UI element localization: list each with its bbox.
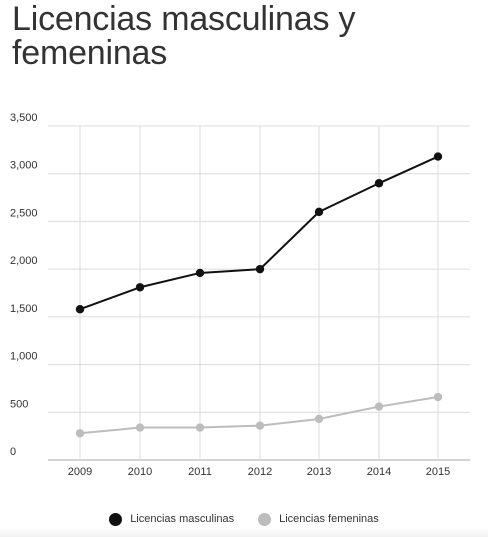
legend-label: Licencias femeninas [279, 513, 379, 525]
data-point [255, 264, 265, 274]
data-point [374, 179, 384, 188]
grid-lines [48, 125, 470, 461]
series-layer [75, 152, 443, 438]
data-point [433, 152, 443, 161]
data-point [433, 392, 443, 402]
data-point [135, 423, 145, 432]
y-tick-label: 0 [10, 446, 16, 458]
bottom-fade [0, 527, 488, 537]
data-point [135, 283, 145, 292]
x-tick-label: 2015 [426, 466, 450, 478]
y-tick-label: 1,000 [10, 351, 38, 363]
x-tick-label: 2010 [128, 466, 152, 478]
x-tick-label: 2014 [367, 466, 391, 478]
x-tick-label: 2013 [307, 466, 331, 478]
legend-item-masculinas: Licencias masculinas [109, 512, 235, 526]
data-point [314, 414, 324, 424]
x-axis-ticks: 2009 2010 2011 2012 2013 2014 2015 [68, 466, 450, 478]
data-point [255, 421, 265, 430]
y-tick-label: 500 [10, 398, 28, 410]
x-tick-label: 2011 [188, 466, 212, 478]
y-axis-ticks: 0 500 1,000 1,500 2,000 2,500 3,000 3,500 [10, 112, 38, 458]
series-line [79, 155, 439, 311]
data-point [195, 423, 205, 432]
legend-item-femeninas: Licencias femeninas [258, 512, 379, 526]
y-tick-label: 3,500 [10, 112, 38, 124]
y-tick-label: 2,000 [10, 255, 38, 267]
data-point [195, 268, 205, 278]
chart-title: Licencias masculinas y femeninas [12, 0, 356, 72]
legend-dot-icon [258, 512, 272, 526]
data-point [75, 429, 85, 438]
data-point [314, 207, 324, 217]
x-tick-label: 2012 [248, 466, 272, 478]
legend-dot-icon [109, 512, 123, 526]
y-tick-label: 2,500 [10, 207, 38, 219]
y-tick-label: 3,000 [10, 160, 38, 172]
x-tick-label: 2009 [68, 466, 92, 478]
data-point [75, 305, 85, 314]
legend-label: Licencias masculinas [130, 513, 235, 525]
y-tick-label: 1,500 [10, 303, 38, 315]
data-point [374, 402, 384, 411]
legend: Licencias masculinas Licencias femeninas [0, 509, 488, 529]
